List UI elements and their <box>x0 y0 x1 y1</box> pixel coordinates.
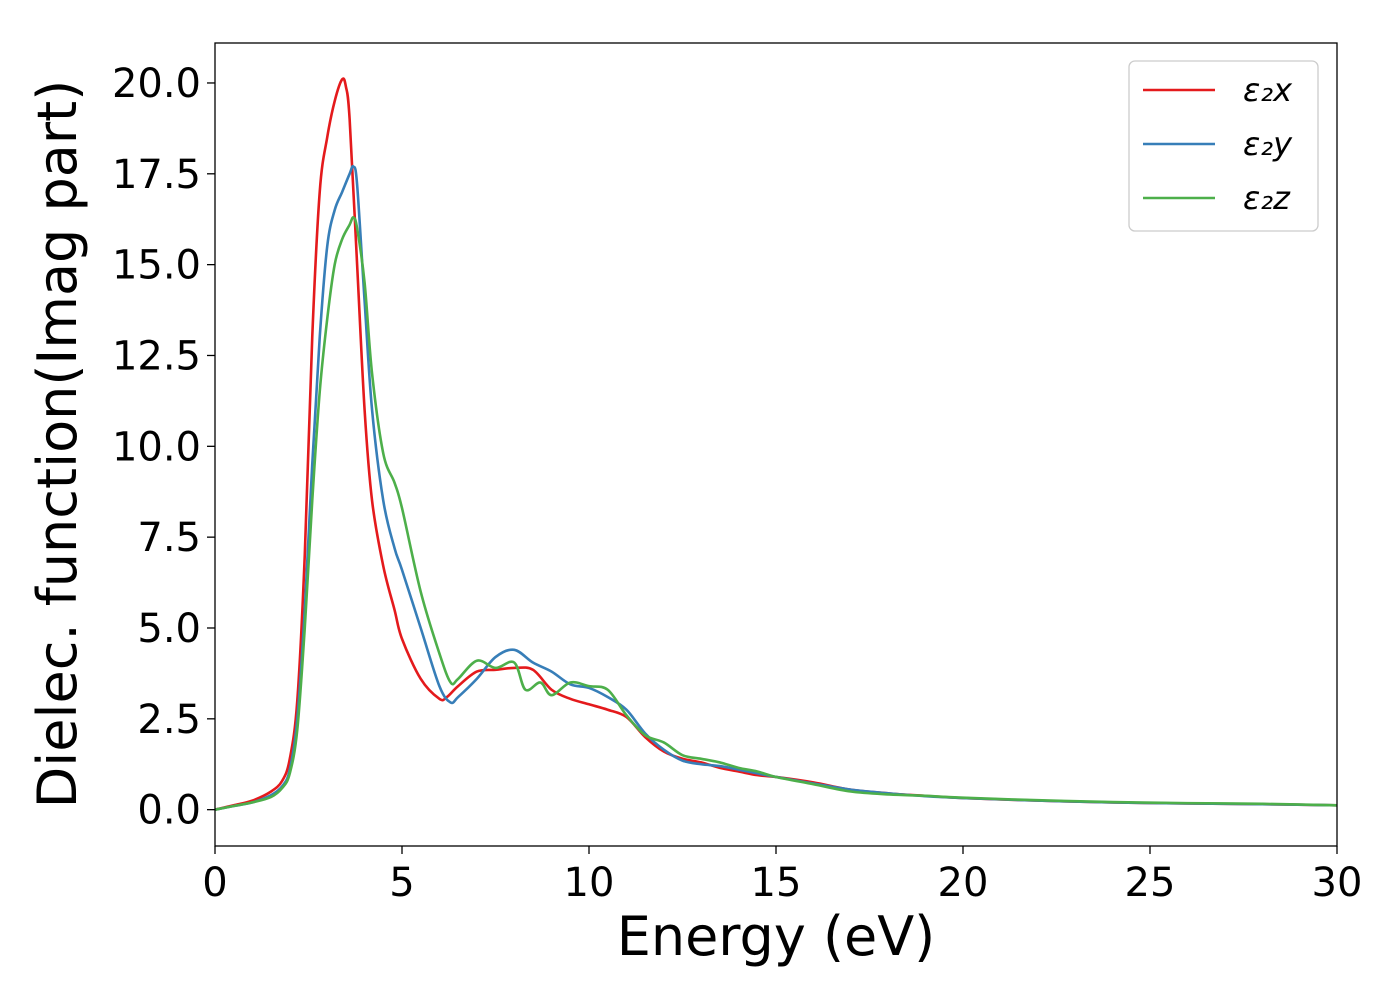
x-tick-label: 30 <box>1312 860 1363 906</box>
legend: ε₂x ε₂y ε₂z <box>1128 60 1319 232</box>
y-tick-label: 5.0 <box>137 606 201 652</box>
y-tick-label: 15.0 <box>112 243 201 289</box>
x-tick-label: 0 <box>202 860 227 906</box>
y-tick-label: 0.0 <box>137 788 201 834</box>
x-axis: 0 5 10 15 20 25 30 <box>202 846 1362 906</box>
y-tick-label: 20.0 <box>112 61 201 107</box>
y-tick-label: 7.5 <box>137 515 201 561</box>
y-axis: 0.0 2.5 5.0 7.5 10.0 12.5 15.0 17.5 20.0 <box>112 61 215 834</box>
x-tick-label: 25 <box>1125 860 1176 906</box>
y-tick-label: 10.0 <box>112 424 201 470</box>
legend-frame <box>1128 60 1319 232</box>
legend-label-2: ε₂y <box>1243 125 1293 163</box>
x-tick-label: 10 <box>564 860 615 906</box>
series-line-2 <box>214 164 1338 811</box>
x-tick-label: 5 <box>389 860 414 906</box>
x-axis-title: Energy (eV) <box>617 905 936 968</box>
x-tick-label: 15 <box>751 860 802 906</box>
y-tick-label: 2.5 <box>137 697 201 743</box>
legend-label-3: ε₂z <box>1243 179 1291 217</box>
y-tick-label: 12.5 <box>112 333 201 379</box>
series-layer <box>214 77 1338 811</box>
x-tick-label: 20 <box>938 860 989 906</box>
legend-label-1: ε₂x <box>1243 71 1293 109</box>
y-axis-title: Dielec. function(Imag part) <box>26 80 89 809</box>
y-tick-label: 17.5 <box>112 152 201 198</box>
series-line-3 <box>214 216 1338 811</box>
